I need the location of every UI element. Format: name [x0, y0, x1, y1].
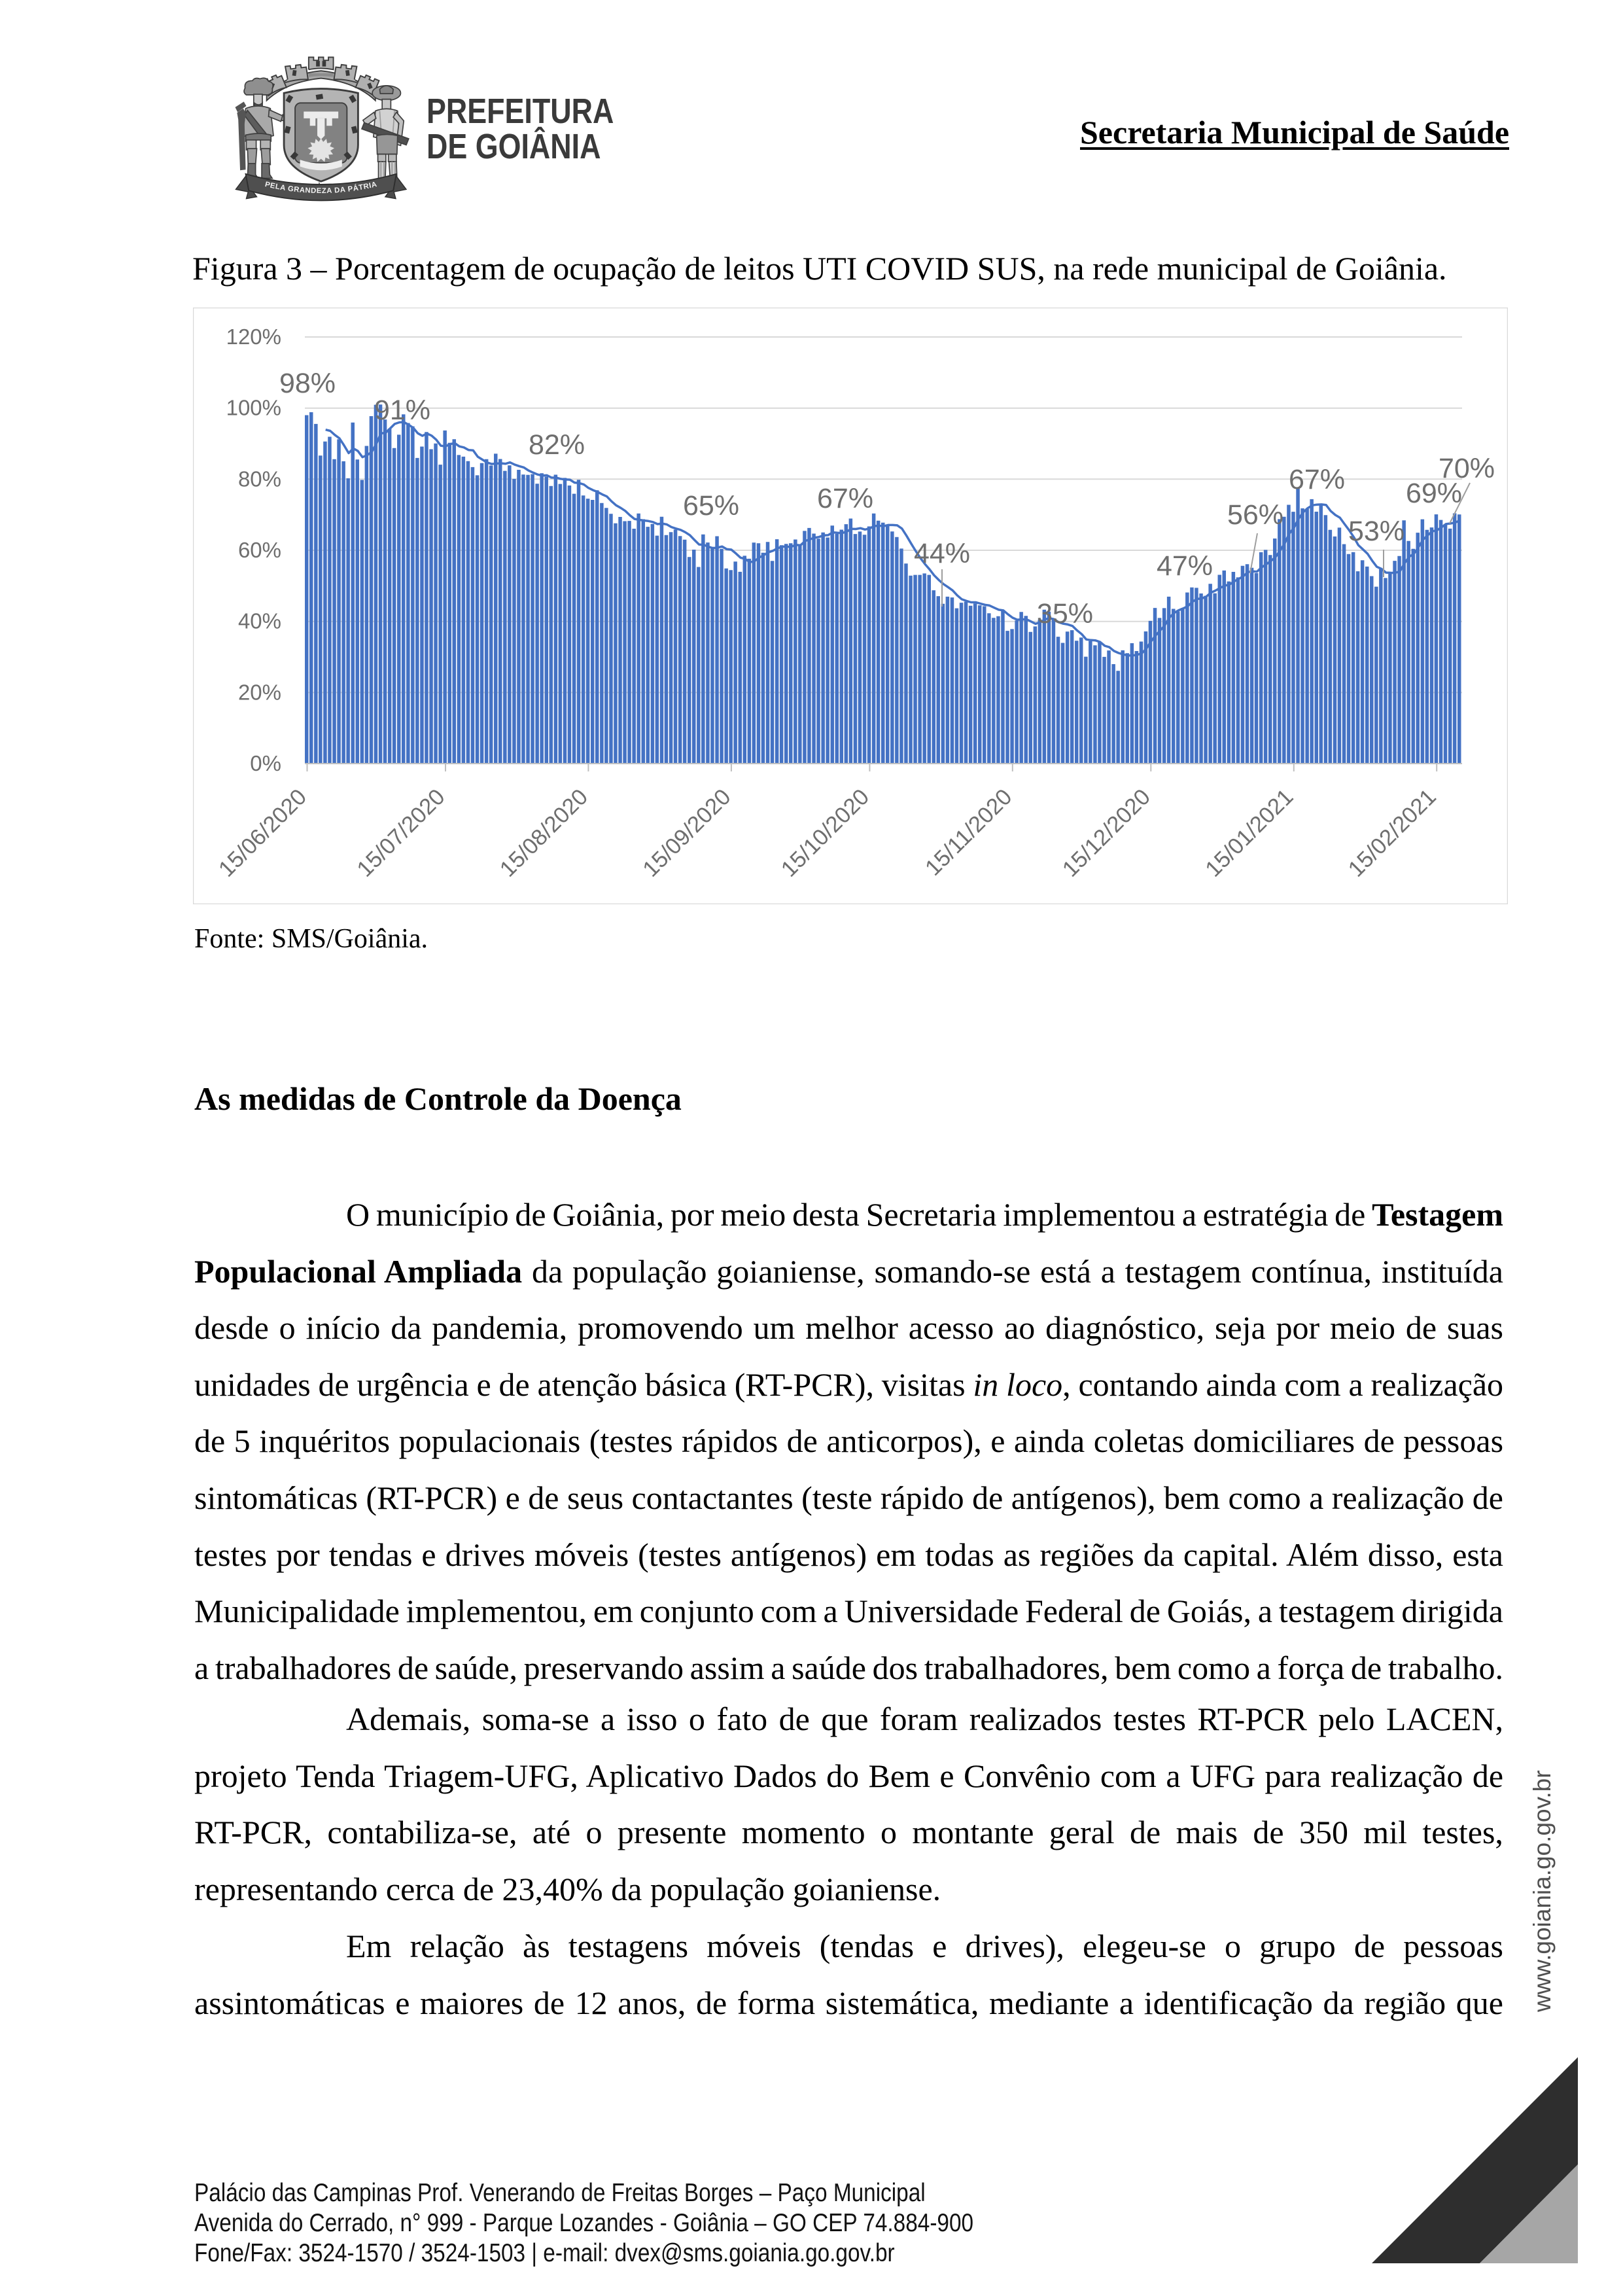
svg-text:67%: 67%	[1289, 464, 1345, 495]
svg-text:65%: 65%	[683, 490, 739, 521]
svg-text:60%: 60%	[238, 538, 281, 562]
svg-text:80%: 80%	[238, 467, 281, 491]
svg-text:35%: 35%	[1037, 598, 1093, 629]
svg-text:40%: 40%	[238, 609, 281, 633]
svg-text:20%: 20%	[238, 680, 281, 704]
svg-text:98%: 98%	[279, 368, 336, 399]
svg-text:69%: 69%	[1406, 478, 1462, 509]
svg-text:70%: 70%	[1439, 453, 1495, 484]
svg-text:91%: 91%	[374, 395, 430, 426]
svg-text:82%: 82%	[529, 429, 585, 461]
svg-text:53%: 53%	[1348, 516, 1405, 547]
svg-text:67%: 67%	[817, 483, 873, 514]
svg-text:56%: 56%	[1227, 499, 1283, 531]
svg-text:120%: 120%	[226, 325, 281, 349]
svg-text:44%: 44%	[914, 538, 970, 569]
svg-text:47%: 47%	[1157, 550, 1213, 582]
svg-text:0%: 0%	[250, 751, 281, 775]
svg-text:100%: 100%	[226, 396, 281, 420]
